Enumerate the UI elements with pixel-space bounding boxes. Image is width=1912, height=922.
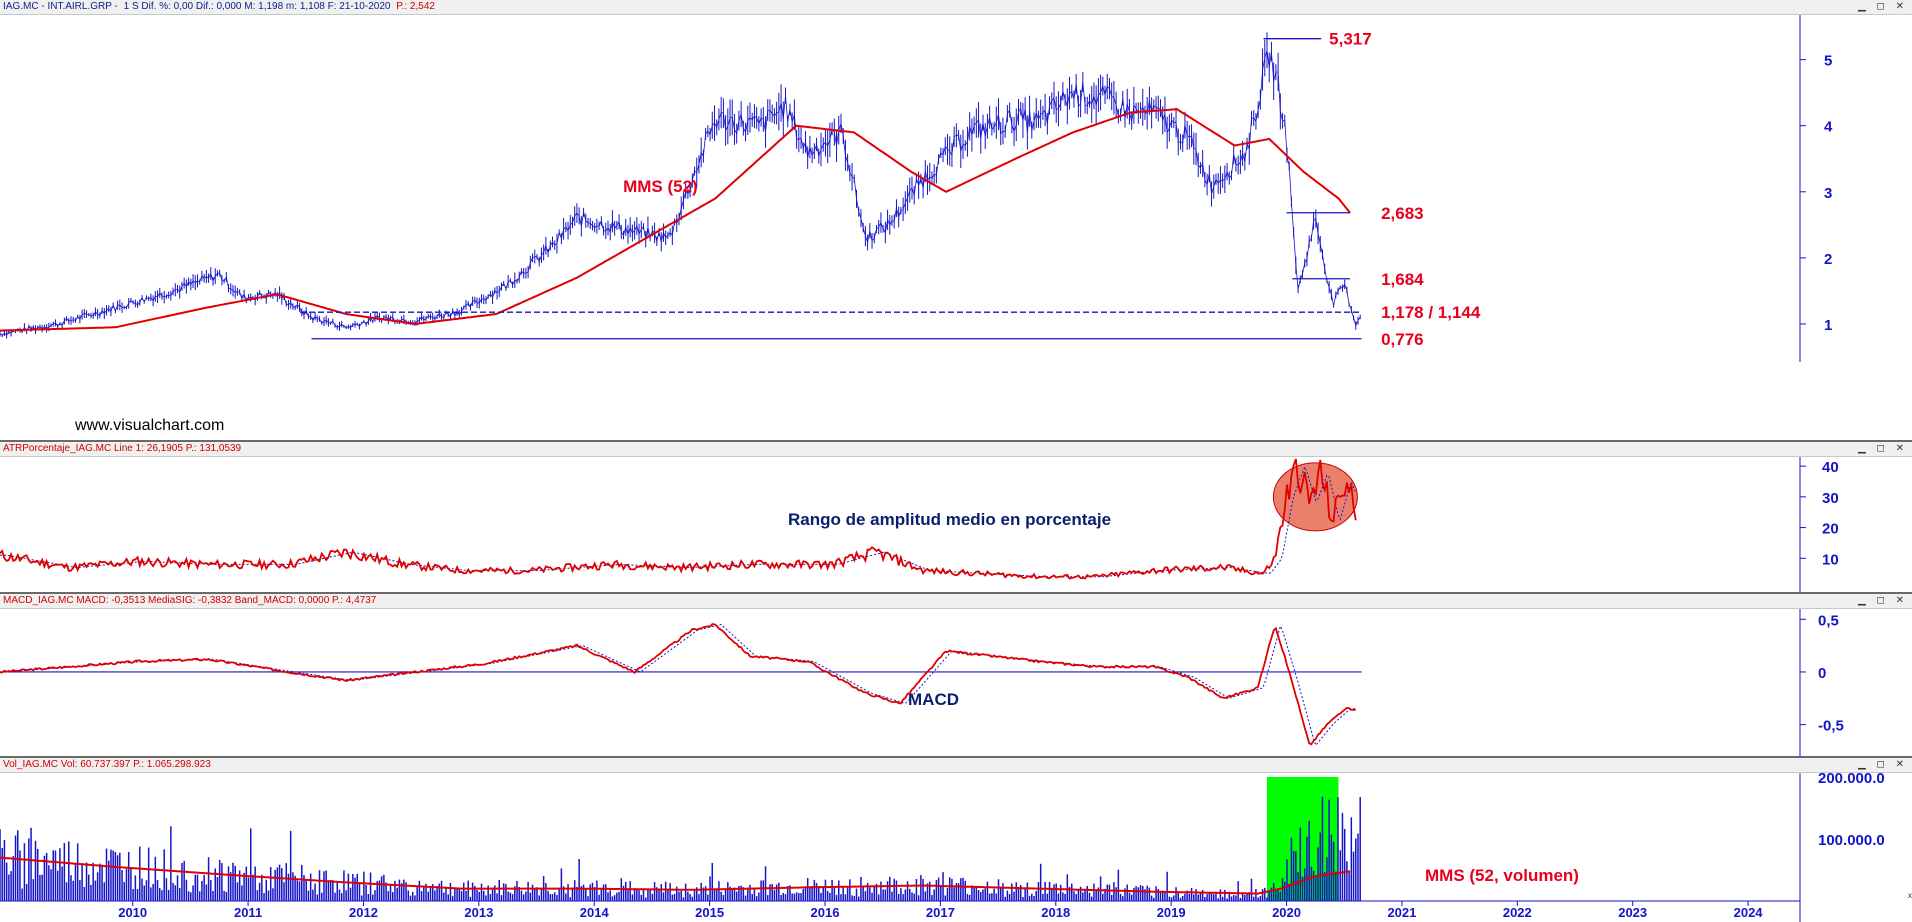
symbol-label: IAG.MC - INT.AIRL.GRP - [3, 1, 118, 12]
price-header: IAG.MC - INT.AIRL.GRP - 1 S Dif. %: 0,00… [0, 0, 1912, 15]
panel-separator [0, 440, 1912, 442]
macd-chart: 0,5 0 -0,5 MACD [0, 609, 1844, 756]
level-label: 1,178 / 1,144 [1381, 303, 1481, 322]
x-tick-label: 2021 [1387, 905, 1416, 920]
macd-panel: MACD_IAG.MC MACD: -0,3513 MediaSIG: -0,3… [0, 594, 1912, 756]
x-tick-label: 2011 [234, 905, 262, 920]
ma-series-line [0, 108, 1351, 332]
atr-header-label: ATRPorcentaje_IAG.MC Line 1: 26,1905 P.:… [3, 443, 242, 454]
atr-panel: ATRPorcentaje_IAG.MC Line 1: 26,1905 P.:… [0, 442, 1912, 592]
volume-annotation: MMS (52, volumen) [1425, 866, 1579, 885]
x-tick-label: 2024 [1734, 905, 1764, 920]
window-controls[interactable]: ▁ ◻ ✕ [1858, 443, 1908, 454]
y-tick-label: -0,5 [1818, 718, 1844, 735]
volume-header-label: Vol_IAG.MC Vol: 60.737.397 P.: 1.065.298… [3, 759, 211, 770]
window-controls[interactable]: ▁ ◻ ✕ [1858, 595, 1908, 606]
window-controls[interactable]: ▁ ◻ ✕ [1858, 1, 1908, 12]
y-tick-label: 3 [1824, 185, 1832, 202]
macd-annotation: MACD [908, 690, 959, 709]
x-tick-label: 2012 [349, 905, 378, 920]
atr-highlight-ellipse [1272, 462, 1358, 532]
y-tick-label: 1 [1824, 317, 1832, 334]
x-tick-label: 2010 [118, 905, 147, 920]
y-tick-label: 0 [1818, 665, 1826, 682]
atr-header: ATRPorcentaje_IAG.MC Line 1: 26,1905 P.:… [0, 442, 1912, 457]
panel-separator [0, 756, 1912, 758]
x-tick-label: 2015 [695, 905, 724, 920]
x-tick-label: 2014 [580, 905, 610, 920]
scale-tag: x100 [1908, 891, 1912, 900]
y-tick-label: 10 [1822, 551, 1839, 568]
x-tick-label: 2017 [926, 905, 955, 920]
x-tick-label: 2019 [1157, 905, 1186, 920]
macd-signal-line [0, 623, 1356, 747]
atr-series-line [0, 458, 1357, 580]
level-label: 5,317 [1329, 30, 1372, 49]
stats-label: 1 S Dif. %: 0,00 Dif.: 0,000 M: 1,198 m:… [123, 1, 391, 12]
x-tick-label: 2013 [464, 905, 493, 920]
x-tick-label: 2023 [1618, 905, 1647, 920]
price-chart: 1 2 3 4 5 5,317 2,683 1,684 1,178 / 1,144 0,776 MM… [0, 15, 1833, 362]
price-panel: IAG.MC - INT.AIRL.GRP - 1 S Dif. %: 0,00… [0, 0, 1912, 434]
window-controls[interactable]: ▁ ◻ ✕ [1858, 759, 1908, 770]
watermark: www.visualchart.com [75, 417, 225, 434]
macd-header: MACD_IAG.MC MACD: -0,3513 MediaSIG: -0,3… [0, 594, 1912, 609]
x-tick-label: 2022 [1503, 905, 1532, 920]
atr-chart: 10 20 30 40 Rango de amplitud medio en porce… [0, 457, 1839, 592]
y-tick-label: 20 [1822, 521, 1839, 538]
level-label: 1,684 [1381, 270, 1424, 289]
y-tick-label: 4 [1824, 119, 1833, 136]
x-tick-label: 2020 [1272, 905, 1301, 920]
y-tick-label: 100.000.0 [1818, 832, 1885, 849]
y-tick-label: 30 [1822, 490, 1839, 507]
y-tick-label: 5 [1824, 53, 1832, 70]
atr-annotation: Rango de amplitud medio en porcentaje [788, 510, 1111, 529]
ma-label: MMS (52) [623, 177, 698, 196]
y-tick-label: 2 [1824, 251, 1832, 268]
x-tick-label: 2018 [1041, 905, 1070, 920]
y-tick-label: 40 [1822, 459, 1839, 476]
macd-series-line [0, 623, 1356, 746]
last-price-label: P.: 2,542 [396, 1, 435, 12]
price-series-line [0, 50, 1361, 336]
volume-ma-line [0, 856, 1351, 895]
volume-panel: Vol_IAG.MC Vol: 60.737.397 P.: 1.065.298… [0, 758, 1912, 922]
volume-chart: 100.000.0 200.000.0 x100 MMS (52, volumen) 2… [0, 773, 1912, 922]
panel-separator [0, 592, 1912, 594]
volume-header: Vol_IAG.MC Vol: 60.737.397 P.: 1.065.298… [0, 758, 1912, 773]
macd-header-label: MACD_IAG.MC MACD: -0,3513 MediaSIG: -0,3… [3, 595, 377, 606]
atr-signal-line [0, 465, 1357, 578]
y-tick-label: 0,5 [1818, 612, 1839, 629]
x-tick-label: 2016 [811, 905, 840, 920]
level-label: 2,683 [1381, 204, 1424, 223]
y-tick-label: 200.000.0 [1818, 773, 1885, 787]
level-label: 0,776 [1381, 330, 1424, 349]
